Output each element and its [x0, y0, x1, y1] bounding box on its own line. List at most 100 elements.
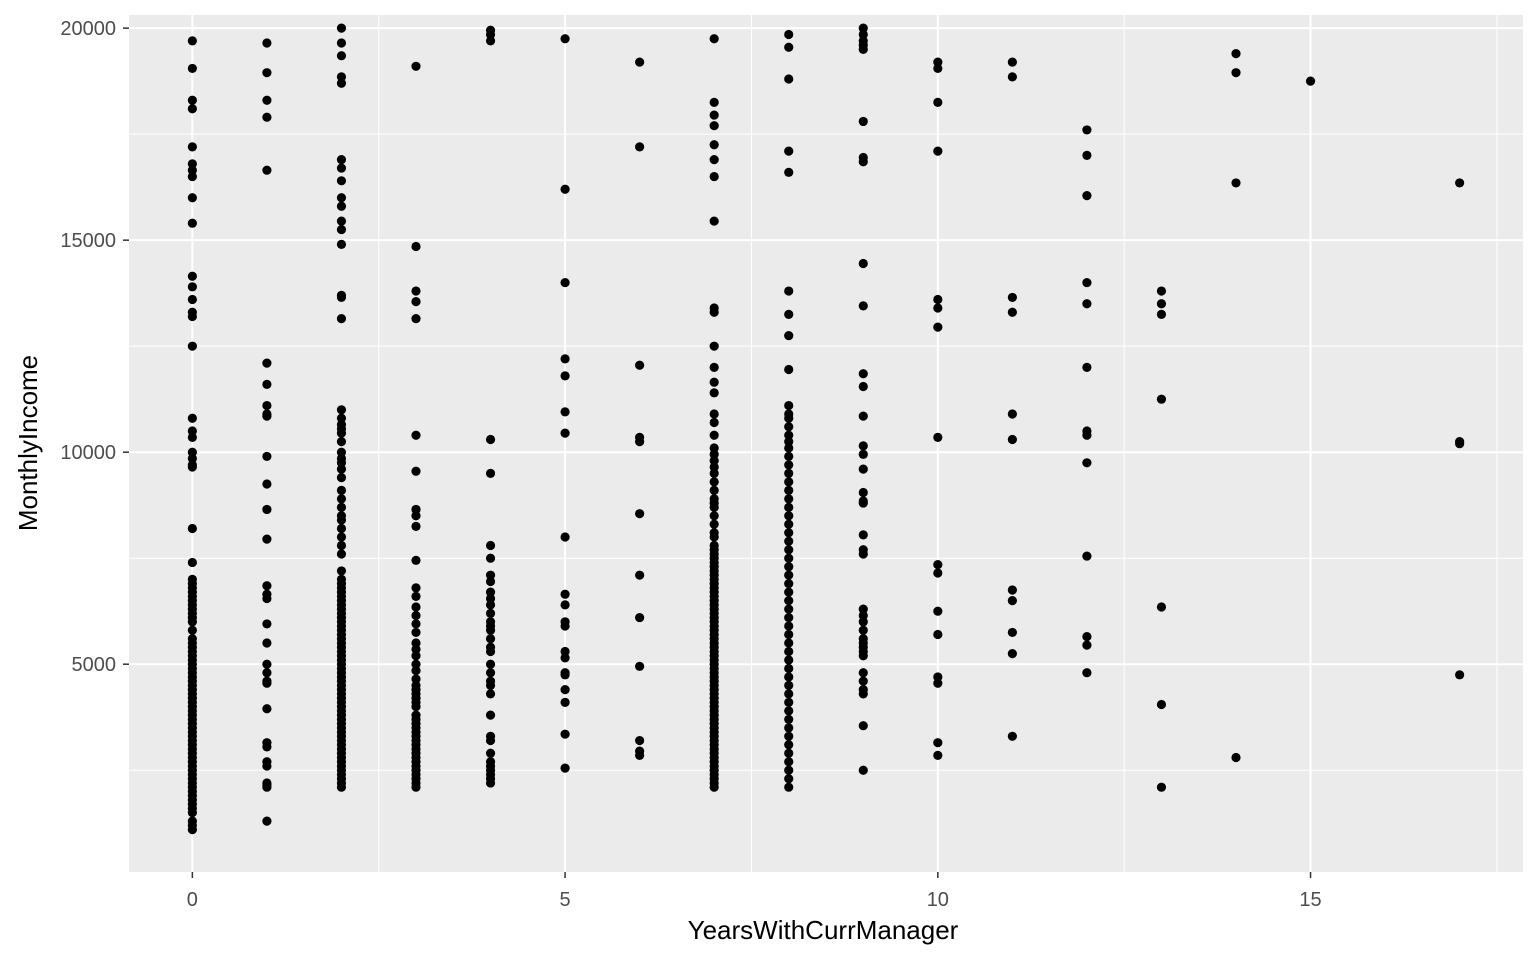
data-point [784, 422, 794, 432]
data-point [411, 521, 421, 532]
data-point [411, 602, 421, 612]
data-point [485, 634, 496, 644]
data-point [187, 625, 197, 635]
data-point [411, 782, 421, 792]
data-point [262, 704, 272, 714]
data-point [784, 740, 794, 750]
data-point [336, 314, 347, 324]
data-point [709, 443, 719, 453]
data-point [784, 570, 794, 580]
data-point [709, 34, 719, 44]
data-point [858, 487, 868, 498]
data-point [1007, 409, 1017, 419]
data-point [262, 593, 272, 604]
data-point [187, 271, 197, 281]
data-point [635, 509, 645, 519]
data-point [1082, 551, 1092, 561]
data-point [1082, 150, 1092, 160]
data-point [485, 593, 496, 604]
data-point [187, 426, 197, 436]
data-point [933, 322, 943, 332]
x-tick-label: 15 [1299, 889, 1321, 911]
data-point [485, 468, 496, 478]
x-tick-label: 5 [560, 889, 571, 911]
data-point [709, 477, 719, 487]
data-point [709, 140, 719, 150]
data-point [858, 765, 868, 775]
y-tick-labels: 5000 10000 15000 20000 [60, 18, 116, 676]
data-point [187, 142, 197, 152]
data-point [1156, 782, 1167, 792]
data-point [485, 748, 496, 758]
data-point [262, 68, 272, 78]
data-point [1007, 627, 1017, 638]
plot-panel [129, 15, 1523, 872]
data-point [1455, 670, 1465, 680]
data-point [709, 417, 719, 428]
data-point [485, 680, 496, 691]
data-point [933, 606, 943, 616]
data-point [784, 765, 794, 775]
data-point [784, 680, 794, 691]
data-point [262, 659, 272, 669]
data-point [485, 434, 496, 445]
data-point [709, 97, 719, 107]
data-point [784, 621, 794, 631]
data-point [858, 530, 868, 540]
data-point [336, 216, 347, 226]
data-point [560, 354, 570, 364]
data-point [933, 672, 943, 682]
data-point [858, 604, 868, 614]
data-point [635, 57, 645, 67]
data-point [858, 721, 868, 731]
data-point [784, 731, 794, 741]
data-point [187, 453, 197, 464]
data-point [560, 600, 570, 610]
data-point [560, 277, 570, 288]
data-point [411, 555, 421, 565]
data-point [187, 341, 197, 351]
data-point [187, 95, 197, 105]
data-point [784, 502, 794, 512]
data-point [858, 668, 868, 678]
data-point [411, 504, 421, 515]
data-point [933, 63, 943, 74]
data-point [1305, 76, 1316, 86]
grid-minor [129, 15, 1523, 872]
data-point [262, 379, 272, 389]
data-point [485, 587, 496, 597]
data-point [784, 519, 794, 529]
data-point [336, 51, 347, 61]
data-point [784, 477, 794, 487]
data-point [784, 757, 794, 767]
data-point [485, 29, 496, 40]
data-point [858, 157, 868, 167]
data-point [784, 596, 794, 606]
data-point [336, 782, 347, 792]
data-point [336, 239, 347, 250]
data-point [485, 710, 496, 720]
data-point [1082, 125, 1092, 135]
data-point [262, 411, 272, 421]
data-point [784, 167, 794, 177]
data-point [784, 460, 794, 470]
y-tick-label: 20000 [60, 18, 116, 40]
data-point [336, 458, 347, 468]
data-point [933, 57, 943, 67]
data-point [1007, 292, 1017, 303]
data-point [560, 697, 570, 707]
data-point [709, 307, 719, 317]
data-point [485, 36, 496, 46]
data-point [336, 523, 347, 534]
data-point [187, 523, 197, 534]
data-point [784, 309, 794, 319]
data-point [1082, 277, 1092, 288]
data-point [784, 697, 794, 707]
data-point [784, 443, 794, 453]
data-point [1231, 178, 1241, 188]
data-point [784, 364, 794, 375]
data-point [1082, 299, 1092, 309]
data-point [858, 676, 868, 686]
data-point [485, 689, 496, 699]
data-point [187, 193, 197, 203]
